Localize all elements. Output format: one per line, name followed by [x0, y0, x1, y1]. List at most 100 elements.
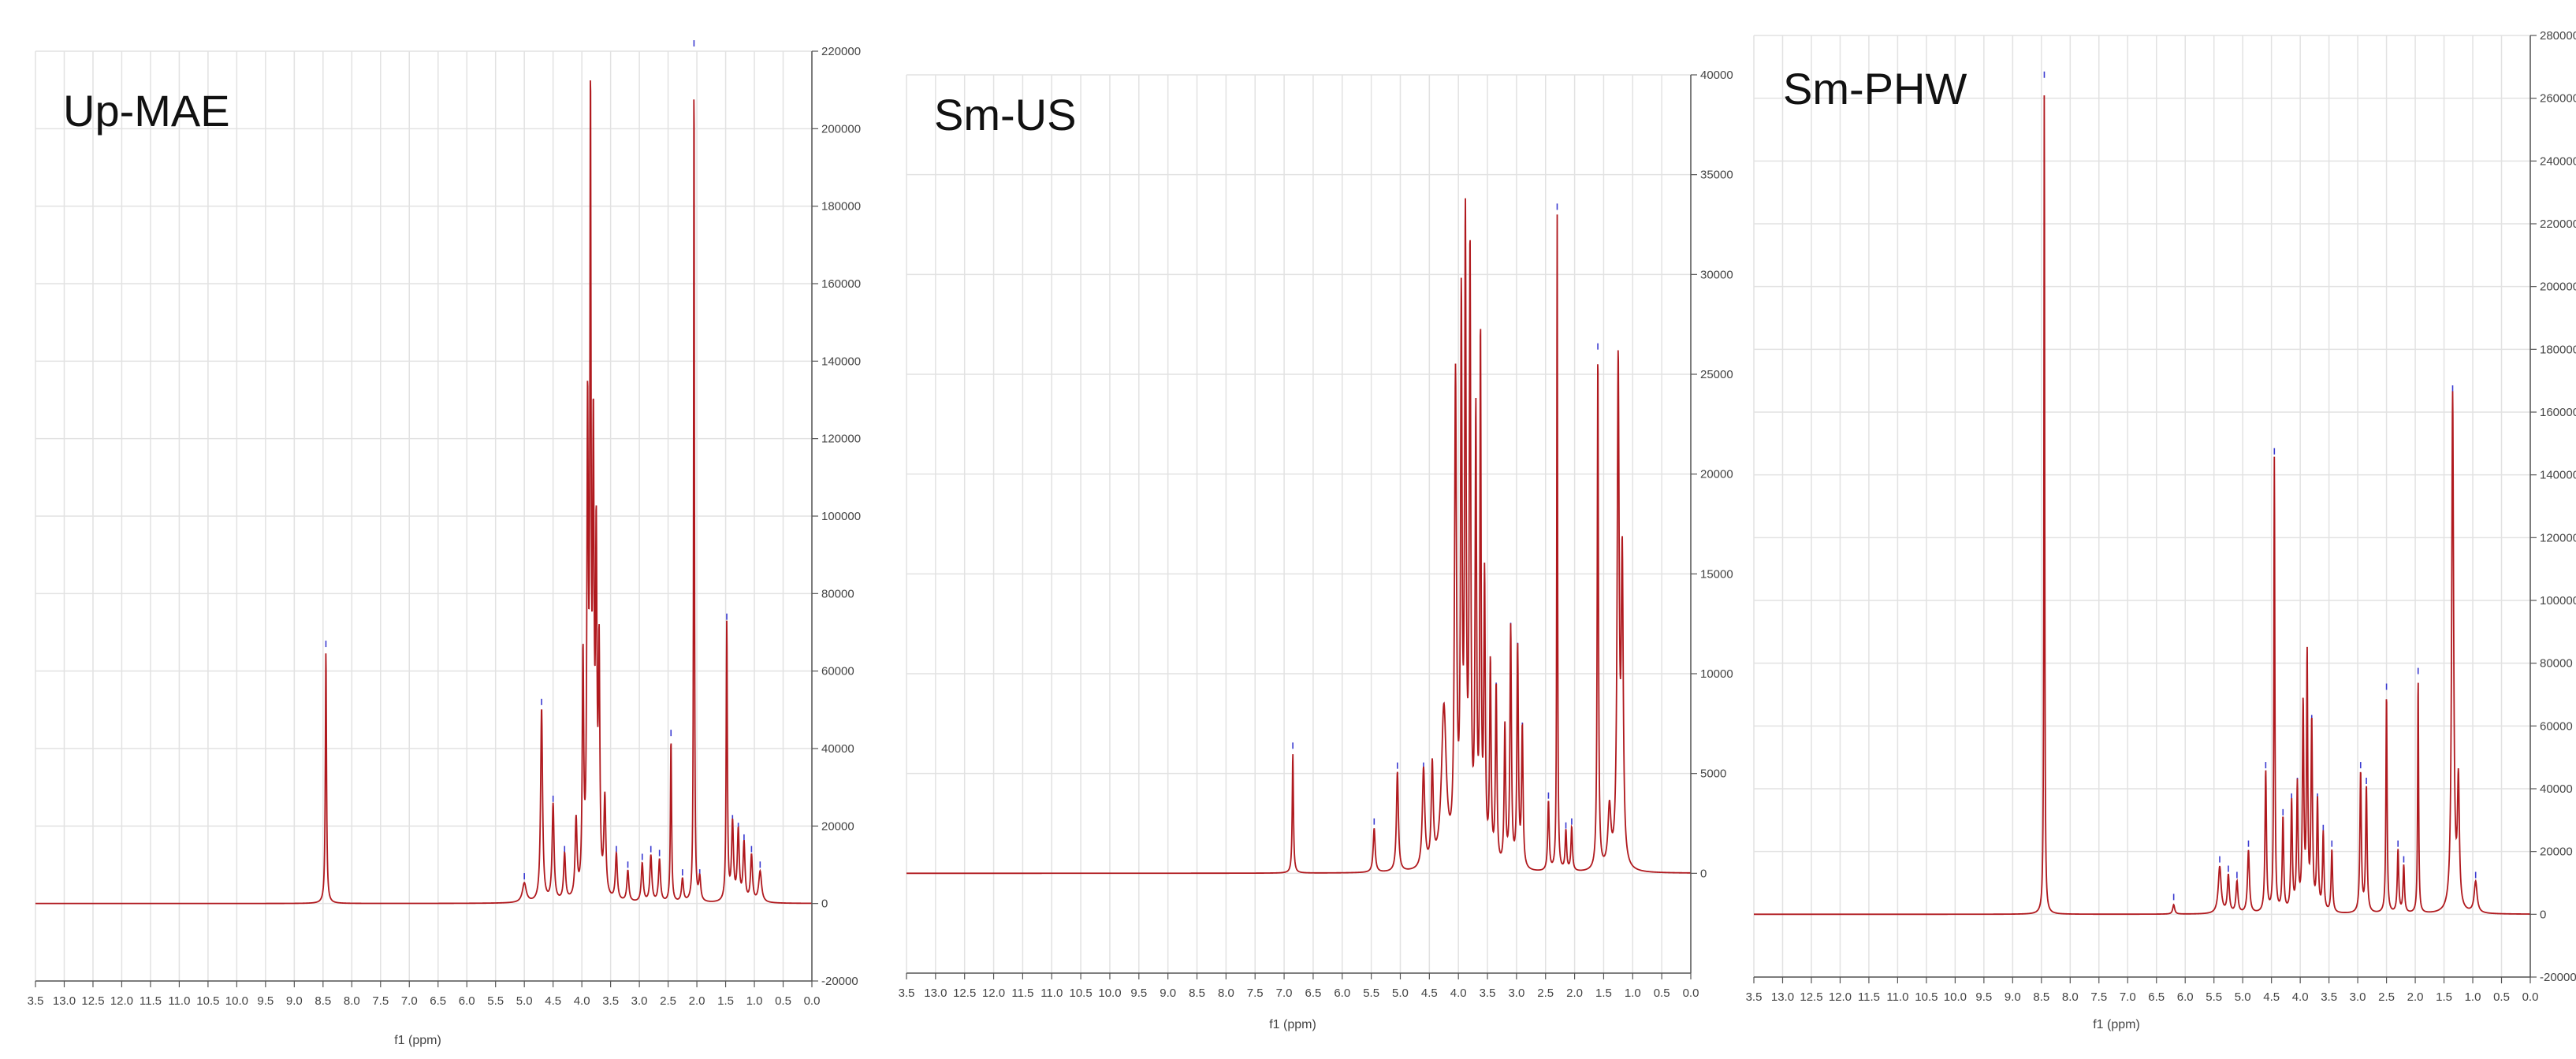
x-tick-label: 10.0	[225, 994, 248, 1008]
x-tick-label: 6.0	[459, 994, 475, 1008]
y-tick-label: 260000	[2540, 92, 2576, 106]
x-tick-label: 2.5	[1537, 987, 1554, 1000]
panel-background	[867, 0, 1734, 1059]
x-tick-label: 12.5	[953, 987, 976, 1000]
x-tick-label: 3.5	[602, 994, 619, 1008]
panel-sm-phw: 3.5 13.0 12.5 12.0 11.5 11.0 10.5 10.0 9.5 9.0 8.5…	[1734, 0, 2576, 1059]
panel-title: Sm-US	[934, 90, 1076, 139]
nmr-spectrum-line	[906, 198, 1691, 875]
x-tick-label: 7.0	[401, 994, 418, 1008]
x-tick-label: 5.0	[1392, 987, 1409, 1000]
axis-layer: 3.5 13.0 12.5 12.0 11.5 11.0 10.5 10.0 9.5 9.0 8.5…	[1746, 29, 2576, 1004]
y-tick-label: 120000	[821, 433, 861, 446]
y-tick-label: 200000	[821, 122, 861, 136]
x-tick-label: 12.0	[1829, 990, 1852, 1004]
x-tick-label: 4.5	[1421, 987, 1438, 1000]
x-tick-label: 2.0	[689, 994, 705, 1008]
x-tick-label: 0.0	[1683, 987, 1699, 1000]
x-tick-label: 6.5	[430, 994, 446, 1008]
y-tick-label: 160000	[821, 277, 861, 291]
spectrum-layer	[1754, 95, 2530, 916]
x-tick-label: 13.0	[53, 994, 76, 1008]
y-tick-label: 40000	[1700, 69, 1733, 82]
spectrum-layer	[35, 80, 812, 905]
x-tick-label: 8.0	[2062, 990, 2079, 1004]
x-tick-label: 6.5	[1305, 987, 1321, 1000]
x-tick-label: 2.5	[660, 994, 676, 1008]
grid-layer	[1753, 35, 2531, 978]
x-tick-label: 2.0	[1566, 987, 1583, 1000]
y-tick-label: 140000	[821, 355, 861, 368]
x-tick-label: 13.0	[1771, 990, 1794, 1004]
panel-sm-us: 3.5 13.0 12.5 12.0 11.5 11.0 10.5 10.0 9.5 9.0 8.5…	[867, 0, 1734, 1059]
x-tick-label: 0.0	[804, 994, 821, 1008]
y-tick-label: 10000	[1700, 667, 1733, 681]
y-tick-label: -20000	[2540, 971, 2576, 984]
x-tick-label: 6.5	[2148, 990, 2165, 1004]
y-tick-label: 0	[821, 897, 828, 911]
x-tick-label: 11.0	[1040, 987, 1063, 1000]
x-axis-label: f1 (ppm)	[1269, 1018, 1316, 1031]
x-tick-label: 1.5	[1595, 987, 1612, 1000]
x-tick-label: 9.0	[286, 994, 303, 1008]
y-tick-label: 5000	[1700, 767, 1726, 781]
x-tick-label: 0.5	[775, 994, 791, 1008]
y-tick-label: 40000	[821, 742, 854, 756]
x-tick-label: 0.5	[1654, 987, 1670, 1000]
x-tick-label: 5.0	[2235, 990, 2251, 1004]
axis-layer: 3.5 13.0 12.5 12.0 11.5 11.0 10.5 10.0 9.5 9.0 8.5…	[28, 45, 861, 1008]
y-tick-label: 80000	[2540, 657, 2573, 671]
x-tick-label: 10.5	[196, 994, 219, 1008]
y-tick-label: 20000	[2540, 845, 2573, 859]
x-tick-label: 6.0	[1334, 987, 1350, 1000]
x-tick-label: 5.5	[487, 994, 504, 1008]
x-tick-label: 11.5	[1858, 990, 1880, 1004]
x-tick-label: 5.5	[1363, 987, 1379, 1000]
x-tick-label: 9.5	[1975, 990, 1992, 1004]
y-tick-label: 280000	[2540, 29, 2576, 43]
y-tick-label: 0	[1700, 867, 1707, 880]
x-tick-label: 2.5	[2378, 990, 2395, 1004]
x-tick-label: 11.0	[168, 994, 190, 1008]
x-tick-label: 4.0	[1450, 987, 1467, 1000]
y-tick-label: -20000	[821, 975, 858, 988]
y-tick-label: 0	[2540, 908, 2546, 921]
x-tick-label: 4.5	[2263, 990, 2280, 1004]
x-tick-label: 9.0	[2005, 990, 2021, 1004]
x-tick-label: 1.5	[2436, 990, 2452, 1004]
x-tick-label: 3.5	[1480, 987, 1496, 1000]
y-tick-label: 25000	[1700, 368, 1733, 381]
x-tick-label: 11.5	[140, 994, 162, 1008]
x-tick-label: 8.0	[344, 994, 360, 1008]
x-tick-label: 12.0	[110, 994, 133, 1008]
panel-background	[0, 0, 867, 1059]
x-tick-label: 8.5	[315, 994, 331, 1008]
y-tick-label: 220000	[821, 45, 861, 58]
spectrum-layer	[906, 198, 1691, 875]
x-tick-label: 3.0	[2350, 990, 2366, 1004]
x-tick-label: 10.5	[1915, 990, 1938, 1004]
y-tick-label: 240000	[2540, 154, 2576, 168]
x-tick-label: 6.0	[2177, 990, 2194, 1004]
x-tick-label: 7.0	[2120, 990, 2136, 1004]
y-tick-label: 160000	[2540, 406, 2576, 419]
x-tick-label: 5.0	[516, 994, 533, 1008]
y-tick-label: 100000	[821, 510, 861, 523]
y-tick-label: 80000	[821, 587, 854, 600]
y-tick-label: 180000	[821, 200, 861, 214]
x-tick-label: 12.0	[982, 987, 1005, 1000]
x-tick-label: 8.5	[1189, 987, 1205, 1000]
x-tick-label: 12.5	[1800, 990, 1822, 1004]
x-axis-label: f1 (ppm)	[394, 1034, 441, 1047]
panel-up-mae: 3.5 13.0 12.5 12.0 11.5 11.0 10.5 10.0 9.5 9.0 8.5…	[0, 0, 867, 1059]
x-tick-label: 7.5	[1247, 987, 1264, 1000]
x-tick-label: 11.0	[1886, 990, 1908, 1004]
panel-title: Up-MAE	[63, 86, 230, 136]
x-tick-label: 3.5	[2321, 990, 2337, 1004]
x-tick-label: 1.0	[1625, 987, 1641, 1000]
x-tick-label: 9.0	[1160, 987, 1176, 1000]
x-tick-label: 3.5	[28, 994, 44, 1008]
x-tick-label: 7.5	[372, 994, 389, 1008]
x-tick-label: 8.0	[1218, 987, 1234, 1000]
